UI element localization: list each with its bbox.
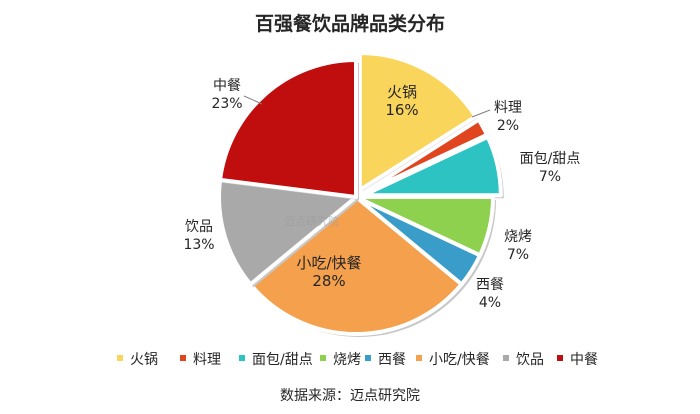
legend-swatch-2 [239, 355, 245, 361]
legend-label-0: 火锅 [130, 352, 158, 368]
slice-label-name-6: 饮品 [185, 219, 213, 235]
legend-swatch-6 [503, 355, 509, 361]
legend-label-2: 面包/甜点 [252, 352, 313, 368]
pie-slice-1 [361, 117, 489, 196]
pie-slice-6 [217, 177, 358, 287]
slice-label-name-4: 西餐 [476, 277, 504, 293]
leader-line-0 [471, 109, 491, 118]
legend-swatch-5 [416, 355, 422, 361]
slice-label-name-5: 小吃/快餐 [296, 254, 361, 272]
watermark: 迈点研究院 [284, 214, 339, 228]
slice-label-value-6: 13% [183, 237, 214, 253]
source-note: 数据来源：迈点研究院 [280, 388, 420, 404]
legend-swatch-1 [180, 355, 186, 361]
leader-line-1 [243, 95, 263, 105]
slice-label-name-7: 中餐 [213, 78, 241, 94]
legend-label-1: 料理 [193, 352, 221, 368]
pie-slice-2 [361, 134, 503, 198]
slice-label-value-5: 28% [312, 272, 345, 290]
slice-label-value-1: 2% [497, 118, 519, 134]
legend-swatch-7 [557, 355, 563, 361]
pie-slices [217, 50, 504, 338]
slice-label-name-0: 火锅 [387, 83, 417, 101]
pie-slice-7 [218, 58, 358, 199]
slice-label-name-1: 料理 [494, 100, 522, 116]
pie-slice-0 [357, 50, 478, 192]
legend-swatch-4 [365, 355, 371, 361]
legend-label-7: 中餐 [570, 352, 598, 368]
slice-label-value-4: 4% [479, 295, 501, 311]
slice-label-value-2: 7% [539, 169, 561, 185]
slice-label-value-7: 23% [211, 96, 242, 112]
pie-slice-5 [248, 195, 464, 336]
legend-label-6: 饮品 [516, 352, 544, 368]
legend-label-3: 烧烤 [333, 352, 361, 368]
legend: 火锅 料理 面包/甜点 烧烤 西餐 小吃/快餐 饮品 中餐 [117, 352, 598, 368]
legend-label-4: 西餐 [378, 352, 406, 368]
slice-label-name-3: 烧烤 [504, 229, 532, 245]
slice-label-name-2: 面包/甜点 [520, 151, 581, 167]
legend-swatch-3 [320, 355, 326, 361]
legend-label-5: 小吃/快餐 [429, 352, 490, 368]
legend-swatch-0 [117, 355, 123, 361]
chart-title: 百强餐饮品牌品类分布 [255, 12, 445, 35]
slice-label-value-3: 7% [507, 247, 529, 263]
slice-label-value-0: 16% [385, 101, 418, 119]
